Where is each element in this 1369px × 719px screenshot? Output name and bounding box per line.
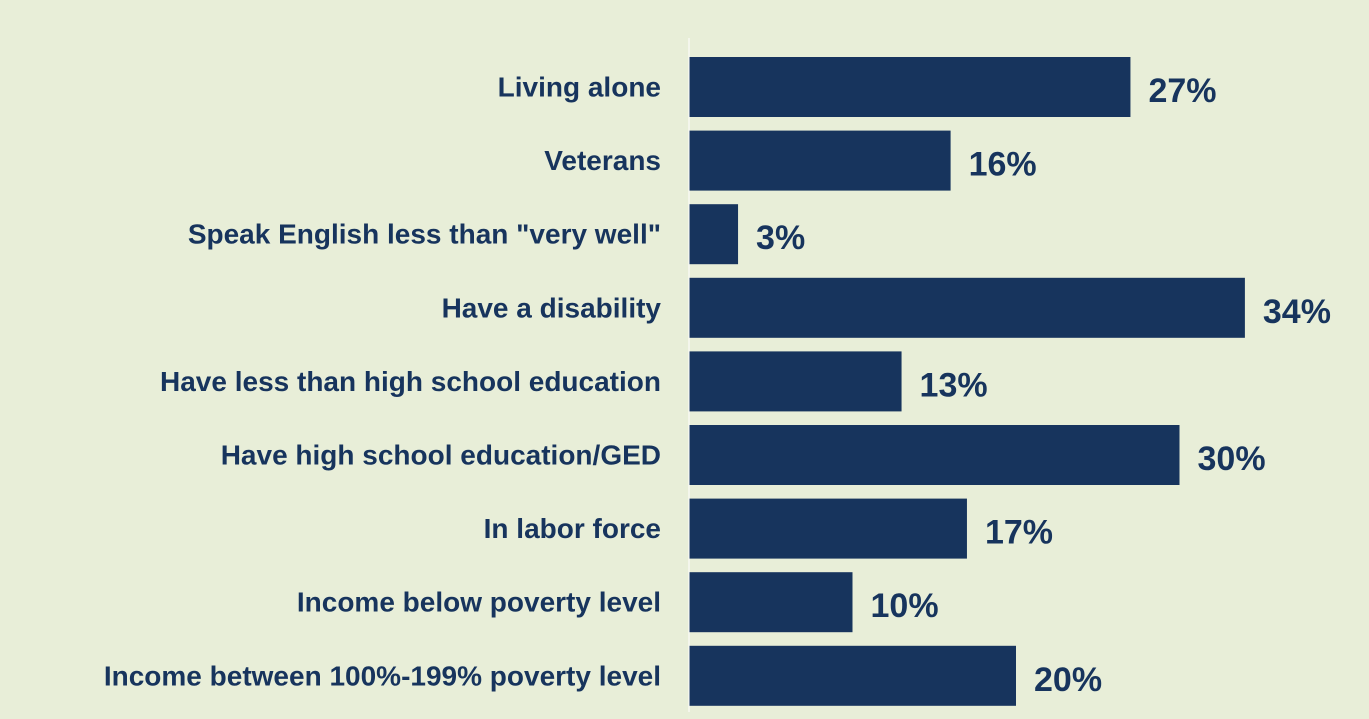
category-label: Income between 100%-199% poverty level <box>104 660 661 691</box>
category-label: Veterans <box>544 145 661 176</box>
bar <box>689 57 1131 117</box>
value-label: 17% <box>985 514 1053 552</box>
category-labels-group: Living alone Veterans Speak English less t… <box>104 72 662 692</box>
bar <box>689 130 951 191</box>
category-label: In labor force <box>484 513 661 544</box>
value-label: 20% <box>1034 661 1102 699</box>
category-label: Have less than high school education <box>160 366 661 397</box>
bars-group <box>689 57 1245 706</box>
value-label: 16% <box>969 146 1037 184</box>
value-labels-group: 27% 16% 3% 34% 13% 30% 17% 10% 20% <box>756 72 1331 699</box>
bar <box>689 204 739 265</box>
bar <box>689 572 853 633</box>
value-label: 34% <box>1263 293 1331 331</box>
category-label: Income below poverty level <box>297 587 661 618</box>
bar <box>689 645 1016 706</box>
bar <box>689 425 1180 485</box>
value-label: 13% <box>920 366 988 404</box>
bar <box>689 351 902 412</box>
value-label: 10% <box>871 587 939 625</box>
category-label: Living alone <box>498 72 661 103</box>
category-label: Have a disability <box>442 292 662 323</box>
category-label: Have high school education/GED <box>221 440 661 471</box>
bar <box>689 498 967 559</box>
bar <box>689 277 1245 338</box>
value-label: 27% <box>1148 72 1216 110</box>
value-label: 3% <box>756 219 805 257</box>
value-label: 30% <box>1198 440 1266 478</box>
category-label: Speak English less than "very well" <box>188 219 661 250</box>
